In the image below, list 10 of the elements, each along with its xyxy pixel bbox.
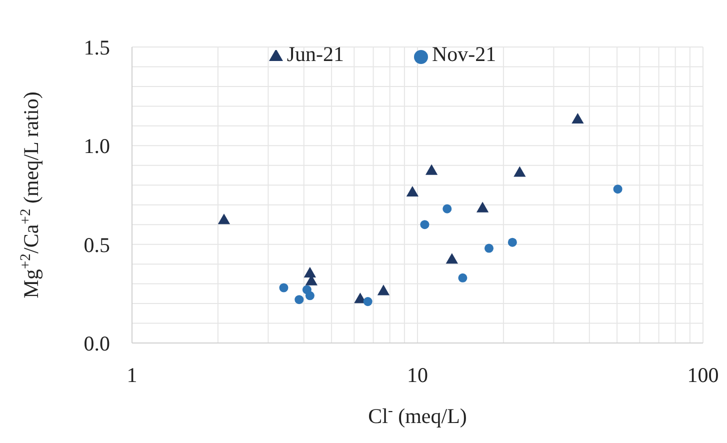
legend-label: Jun-21 [286,42,344,66]
y-tick-label: 0.0 [84,331,110,356]
y-tick-label: 0.5 [84,232,110,257]
y-tick-label: 1.5 [84,35,110,60]
legend-label: Nov-21 [432,42,496,66]
x-axis-title: Cl$^{-}$ (meq/L) [368,403,467,428]
x-tick-label: 1 [126,362,138,387]
y-tick-label: 1.0 [84,134,110,158]
x-tick-label: 100 [687,362,719,387]
x-tick-label: 10 [407,362,428,387]
